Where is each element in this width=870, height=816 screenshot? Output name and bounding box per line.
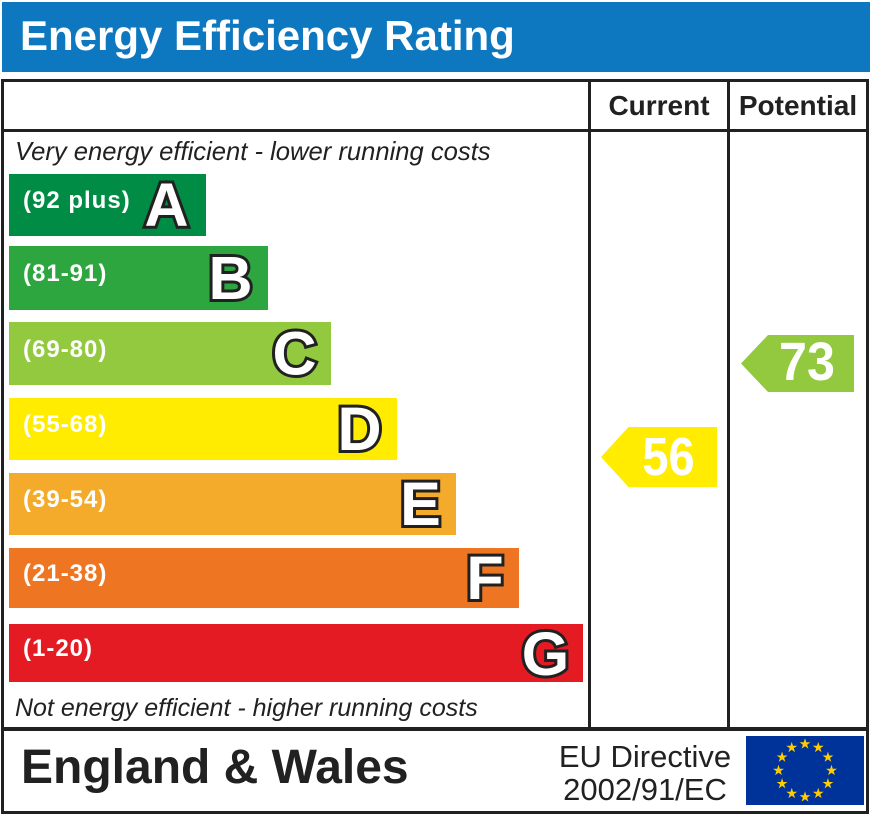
svg-text:C: C [272,320,316,388]
svg-text:A: A [144,171,188,239]
svg-text:G: G [522,620,569,688]
svg-text:B: B [208,244,252,312]
svg-text:E: E [400,470,441,538]
svg-text:D: D [337,395,381,463]
svg-text:F: F [466,544,503,612]
